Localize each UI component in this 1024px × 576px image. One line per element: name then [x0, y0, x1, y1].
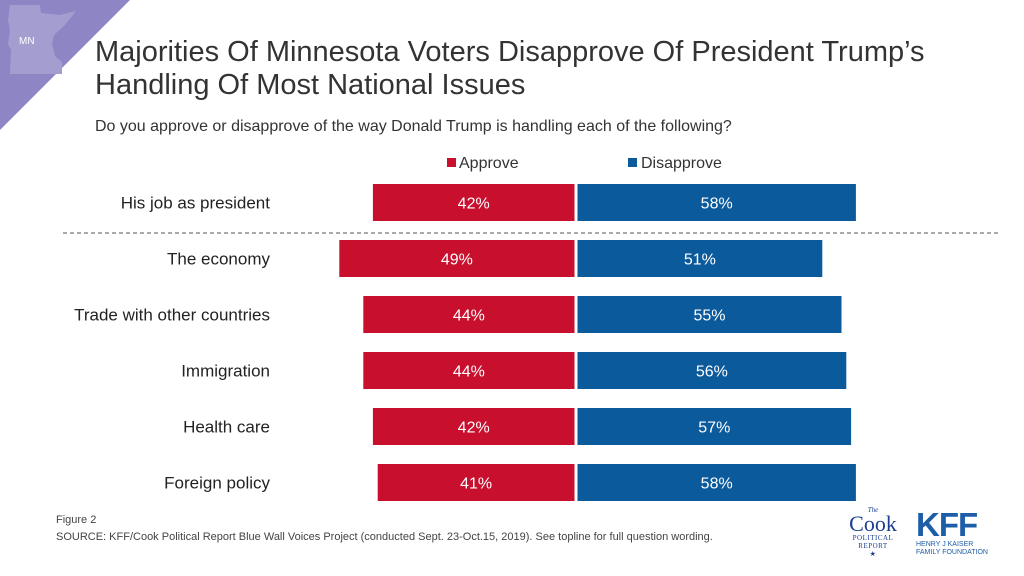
minnesota-corner-badge: MN — [0, 0, 130, 130]
bar-disapprove — [577, 184, 856, 221]
title-line-1: Majorities Of Minnesota Voters Disapprov… — [95, 36, 925, 68]
bar-disapprove — [577, 240, 823, 277]
kff-logo-sub2: FAMILY FOUNDATION — [916, 549, 988, 556]
legend-swatch-disapprove — [628, 158, 637, 167]
value-label-approve: 41% — [460, 476, 492, 493]
cook-logo-sub1: POLITICAL — [852, 534, 894, 542]
cook-logo-sub2: REPORT — [858, 542, 888, 550]
bar-approve — [363, 296, 575, 333]
bar-approve — [377, 464, 575, 501]
minnesota-outline-icon — [8, 5, 76, 74]
state-badge-label: MN — [19, 36, 35, 47]
value-label-approve: 42% — [458, 420, 490, 437]
category-label: His job as president — [121, 194, 271, 213]
value-label-disapprove: 55% — [693, 308, 725, 325]
bar-approve — [372, 184, 575, 221]
legend-label-approve: Approve — [459, 155, 519, 172]
source-note: SOURCE: KFF/Cook Political Report Blue W… — [56, 531, 713, 543]
cook-political-report-logo: The Cook POLITICAL REPORT ★ — [836, 507, 910, 563]
category-label: Trade with other countries — [74, 306, 270, 325]
value-label-approve: 49% — [441, 252, 473, 269]
value-label-disapprove: 58% — [701, 196, 733, 213]
category-label: Foreign policy — [164, 474, 270, 493]
bar-disapprove — [577, 408, 852, 445]
category-label: Immigration — [181, 362, 270, 381]
category-label: Health care — [183, 418, 270, 437]
bar-approve — [363, 352, 575, 389]
bar-disapprove — [577, 352, 847, 389]
page-title: Majorities Of Minnesota Voters Disapprov… — [95, 36, 1015, 102]
chart-legend: Approve Disapprove — [447, 155, 722, 172]
value-label-approve: 42% — [458, 196, 490, 213]
bar-disapprove — [577, 296, 842, 333]
bar-rows: His job as president 42% 58% The economy 49%… — [74, 184, 856, 501]
legend-label-disapprove: Disapprove — [641, 155, 722, 172]
kff-logo-name: KFF — [916, 506, 978, 543]
cook-logo-name: Cook — [849, 511, 897, 536]
bar-approve — [372, 408, 575, 445]
legend-swatch-approve — [447, 158, 456, 167]
kff-logo-sub1: HENRY J KAISER — [916, 541, 974, 548]
bar-approve — [339, 240, 575, 277]
value-label-approve: 44% — [453, 308, 485, 325]
value-label-approve: 44% — [453, 364, 485, 381]
kff-logo: KFF HENRY J KAISER FAMILY FOUNDATION — [916, 506, 990, 561]
value-label-disapprove: 57% — [698, 420, 730, 437]
value-label-disapprove: 51% — [684, 252, 716, 269]
cook-logo-the: The — [867, 506, 879, 514]
value-label-disapprove: 58% — [701, 476, 733, 493]
chart-subtitle: Do you approve or disapprove of the way … — [95, 118, 732, 135]
value-label-disapprove: 56% — [696, 364, 728, 381]
figure-label: Figure 2 — [56, 514, 97, 526]
diverging-bar-chart: Approve Disapprove His job as president 4… — [63, 155, 1000, 501]
cook-logo-star-icon: ★ — [869, 550, 877, 558]
category-label: The economy — [167, 250, 270, 269]
bar-disapprove — [577, 464, 856, 501]
title-line-2: Handling Of Most National Issues — [95, 69, 526, 101]
